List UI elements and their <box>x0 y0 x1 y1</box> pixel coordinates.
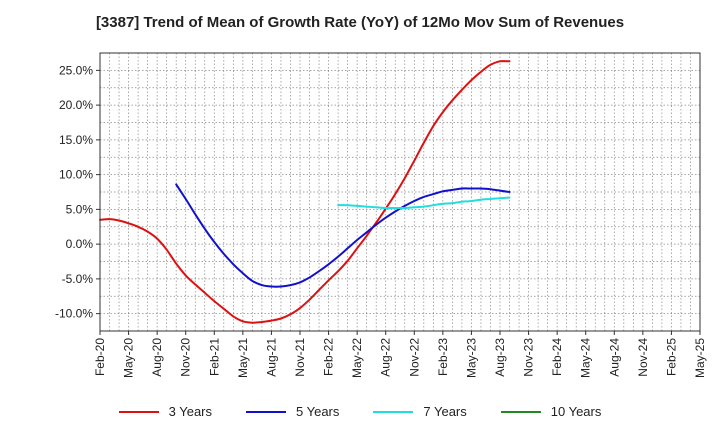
x-tick-label: Nov-23 <box>522 338 536 377</box>
legend-item-7-years: 7 Years <box>373 404 467 419</box>
legend-label-5-years: 5 Years <box>296 404 340 419</box>
grid <box>100 53 700 331</box>
legend-label-3-years: 3 Years <box>168 404 212 419</box>
y-tick-label: -10.0% <box>55 307 93 321</box>
x-tick-label: May-24 <box>579 338 593 378</box>
legend-label-7-years: 7 Years <box>423 404 467 419</box>
series-line-3-years <box>99 60 511 324</box>
x-tick-label: May-21 <box>236 338 250 378</box>
x-tick-label: Aug-24 <box>607 338 621 377</box>
legend-item-5-years: 5 Years <box>246 404 339 419</box>
series-line-5-years <box>175 183 511 288</box>
legend-item-10-years: 10 Years <box>500 404 602 419</box>
x-tick-label: May-23 <box>464 338 478 378</box>
x-tick-label: Feb-25 <box>664 338 678 376</box>
series-layer <box>99 60 511 324</box>
x-tick-label: Feb-22 <box>322 338 336 376</box>
x-tick-label: May-25 <box>693 338 707 378</box>
y-tick-label: 25.0% <box>59 63 93 77</box>
x-tick-label: Feb-24 <box>550 338 564 376</box>
y-tick-label: 20.0% <box>59 98 93 112</box>
plot-frame <box>99 52 701 332</box>
y-tick-label: 15.0% <box>59 133 93 147</box>
x-tick-label: Aug-23 <box>493 338 507 377</box>
x-tick-label: Nov-20 <box>179 338 193 377</box>
x-axis: Feb-20 May-20 Aug-20 Nov-20 Feb-21 May-21 Aug-… <box>93 331 707 378</box>
chart-title: [3387] Trend of Mean of Growth Rate (YoY… <box>95 14 625 31</box>
x-tick-label: Feb-21 <box>207 338 221 376</box>
plot-area <box>100 53 700 331</box>
y-tick-label: -5.0% <box>62 272 94 286</box>
legend-label-10-years: 10 Years <box>550 404 602 419</box>
y-axis: -10.0% -5.0% 0.0% 5.0% 10.0% 15.0% 20.0% 25.0% <box>55 63 100 321</box>
x-tick-label: Aug-21 <box>264 338 278 377</box>
x-tick-label: Aug-22 <box>379 338 393 377</box>
legend-item-3-years: 3 Years <box>118 404 212 419</box>
legend-swatch-3-years <box>118 410 159 413</box>
x-tick-label: May-22 <box>350 338 364 378</box>
y-tick-label: 0.0% <box>66 237 94 251</box>
legend-swatch-10-years <box>500 410 541 413</box>
y-tick-label: 10.0% <box>59 168 93 182</box>
x-tick-label: May-20 <box>122 338 136 378</box>
y-tick-label: 5.0% <box>66 202 94 216</box>
x-tick-label: Aug-20 <box>150 338 164 377</box>
legend-swatch-7-years <box>373 410 414 413</box>
x-tick-label: Nov-21 <box>293 338 307 377</box>
x-tick-label: Feb-20 <box>93 338 107 376</box>
series-line-7-years <box>337 196 511 210</box>
x-tick-label: Feb-23 <box>436 338 450 376</box>
legend-swatch-5-years <box>246 410 286 413</box>
legend: 3 Years 5 Years 7 Years 10 Years <box>0 404 720 419</box>
x-tick-label: Nov-24 <box>636 338 650 377</box>
x-tick-label: Nov-22 <box>407 338 421 377</box>
